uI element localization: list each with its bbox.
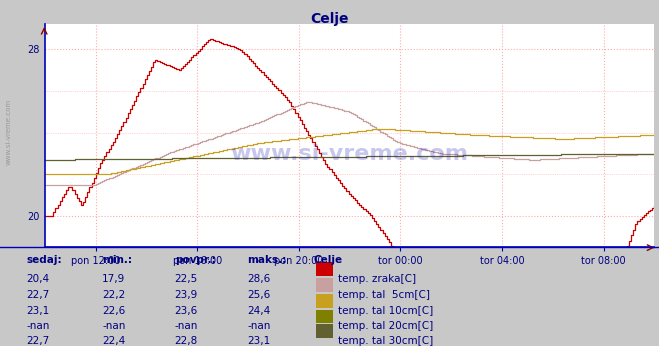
Text: 23,1: 23,1 bbox=[26, 306, 49, 316]
Text: 22,5: 22,5 bbox=[175, 274, 198, 284]
Text: 25,6: 25,6 bbox=[247, 290, 270, 300]
Text: 17,9: 17,9 bbox=[102, 274, 125, 284]
Text: 23,9: 23,9 bbox=[175, 290, 198, 300]
Text: 22,7: 22,7 bbox=[26, 290, 49, 300]
Bar bbox=[316, 262, 333, 276]
Text: www.si-vreme.com: www.si-vreme.com bbox=[5, 98, 11, 165]
Text: Celje: Celje bbox=[310, 12, 349, 26]
Text: povpr.:: povpr.: bbox=[175, 255, 215, 265]
Text: temp. tal 10cm[C]: temp. tal 10cm[C] bbox=[338, 306, 434, 316]
Text: -nan: -nan bbox=[175, 321, 198, 331]
Text: -nan: -nan bbox=[247, 321, 270, 331]
Text: temp. zraka[C]: temp. zraka[C] bbox=[338, 274, 416, 284]
Text: min.:: min.: bbox=[102, 255, 132, 265]
Bar bbox=[316, 310, 333, 323]
Text: 22,4: 22,4 bbox=[102, 336, 125, 346]
Text: temp. tal  5cm[C]: temp. tal 5cm[C] bbox=[338, 290, 430, 300]
Text: 20,4: 20,4 bbox=[26, 274, 49, 284]
Text: 28,6: 28,6 bbox=[247, 274, 270, 284]
Text: -nan: -nan bbox=[102, 321, 125, 331]
Text: maks.:: maks.: bbox=[247, 255, 287, 265]
Text: 22,2: 22,2 bbox=[102, 290, 125, 300]
Text: Celje: Celje bbox=[313, 255, 342, 265]
Text: 24,4: 24,4 bbox=[247, 306, 270, 316]
Text: sedaj:: sedaj: bbox=[26, 255, 62, 265]
Text: 22,6: 22,6 bbox=[102, 306, 125, 316]
Text: temp. tal 20cm[C]: temp. tal 20cm[C] bbox=[338, 321, 434, 331]
Text: -nan: -nan bbox=[26, 321, 49, 331]
Text: 23,1: 23,1 bbox=[247, 336, 270, 346]
Bar bbox=[316, 278, 333, 292]
Text: www.si-vreme.com: www.si-vreme.com bbox=[231, 144, 469, 164]
Text: 23,6: 23,6 bbox=[175, 306, 198, 316]
Text: 22,8: 22,8 bbox=[175, 336, 198, 346]
Bar bbox=[316, 294, 333, 308]
Text: 22,7: 22,7 bbox=[26, 336, 49, 346]
Bar bbox=[316, 324, 333, 338]
Text: temp. tal 30cm[C]: temp. tal 30cm[C] bbox=[338, 336, 434, 346]
